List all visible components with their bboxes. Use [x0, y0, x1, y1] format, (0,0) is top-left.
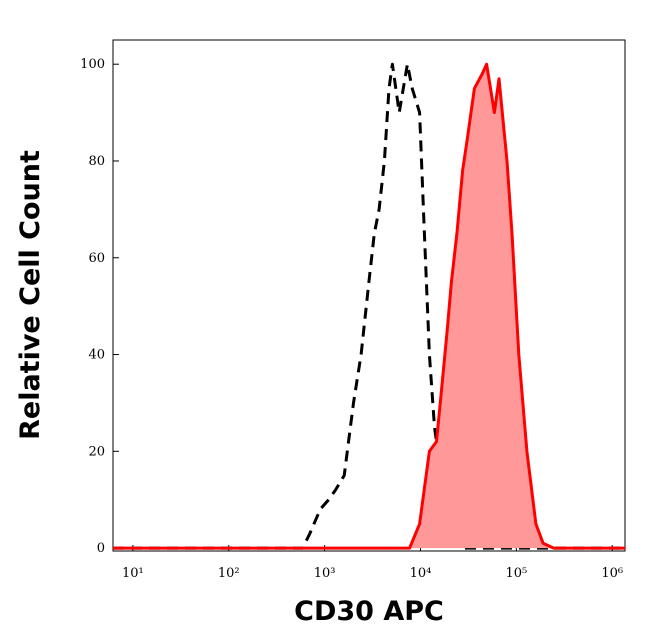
plot-frame [112, 39, 626, 552]
y-tick-label: 80 [88, 154, 105, 169]
x-tick-label: 10³ [314, 566, 336, 581]
y-axis-title: Relative Cell Count [15, 150, 46, 440]
y-tick-label: 60 [88, 251, 105, 266]
x-tick-label: 10⁴ [410, 566, 432, 581]
histogram-line [113, 62, 625, 550]
x-tick-label: 10² [218, 566, 240, 581]
y-tick-label: 0 [97, 541, 105, 556]
y-tick-label: 40 [88, 348, 105, 363]
x-tick-label: 10⁵ [505, 566, 527, 581]
x-axis-title: CD30 APC [294, 596, 444, 627]
x-tick-label: 10¹ [122, 566, 144, 581]
histogram-line [113, 62, 625, 550]
y-tick-label: 20 [88, 444, 105, 459]
x-tick-label: 10⁶ [601, 566, 623, 581]
y-tick-label: 100 [80, 57, 105, 72]
